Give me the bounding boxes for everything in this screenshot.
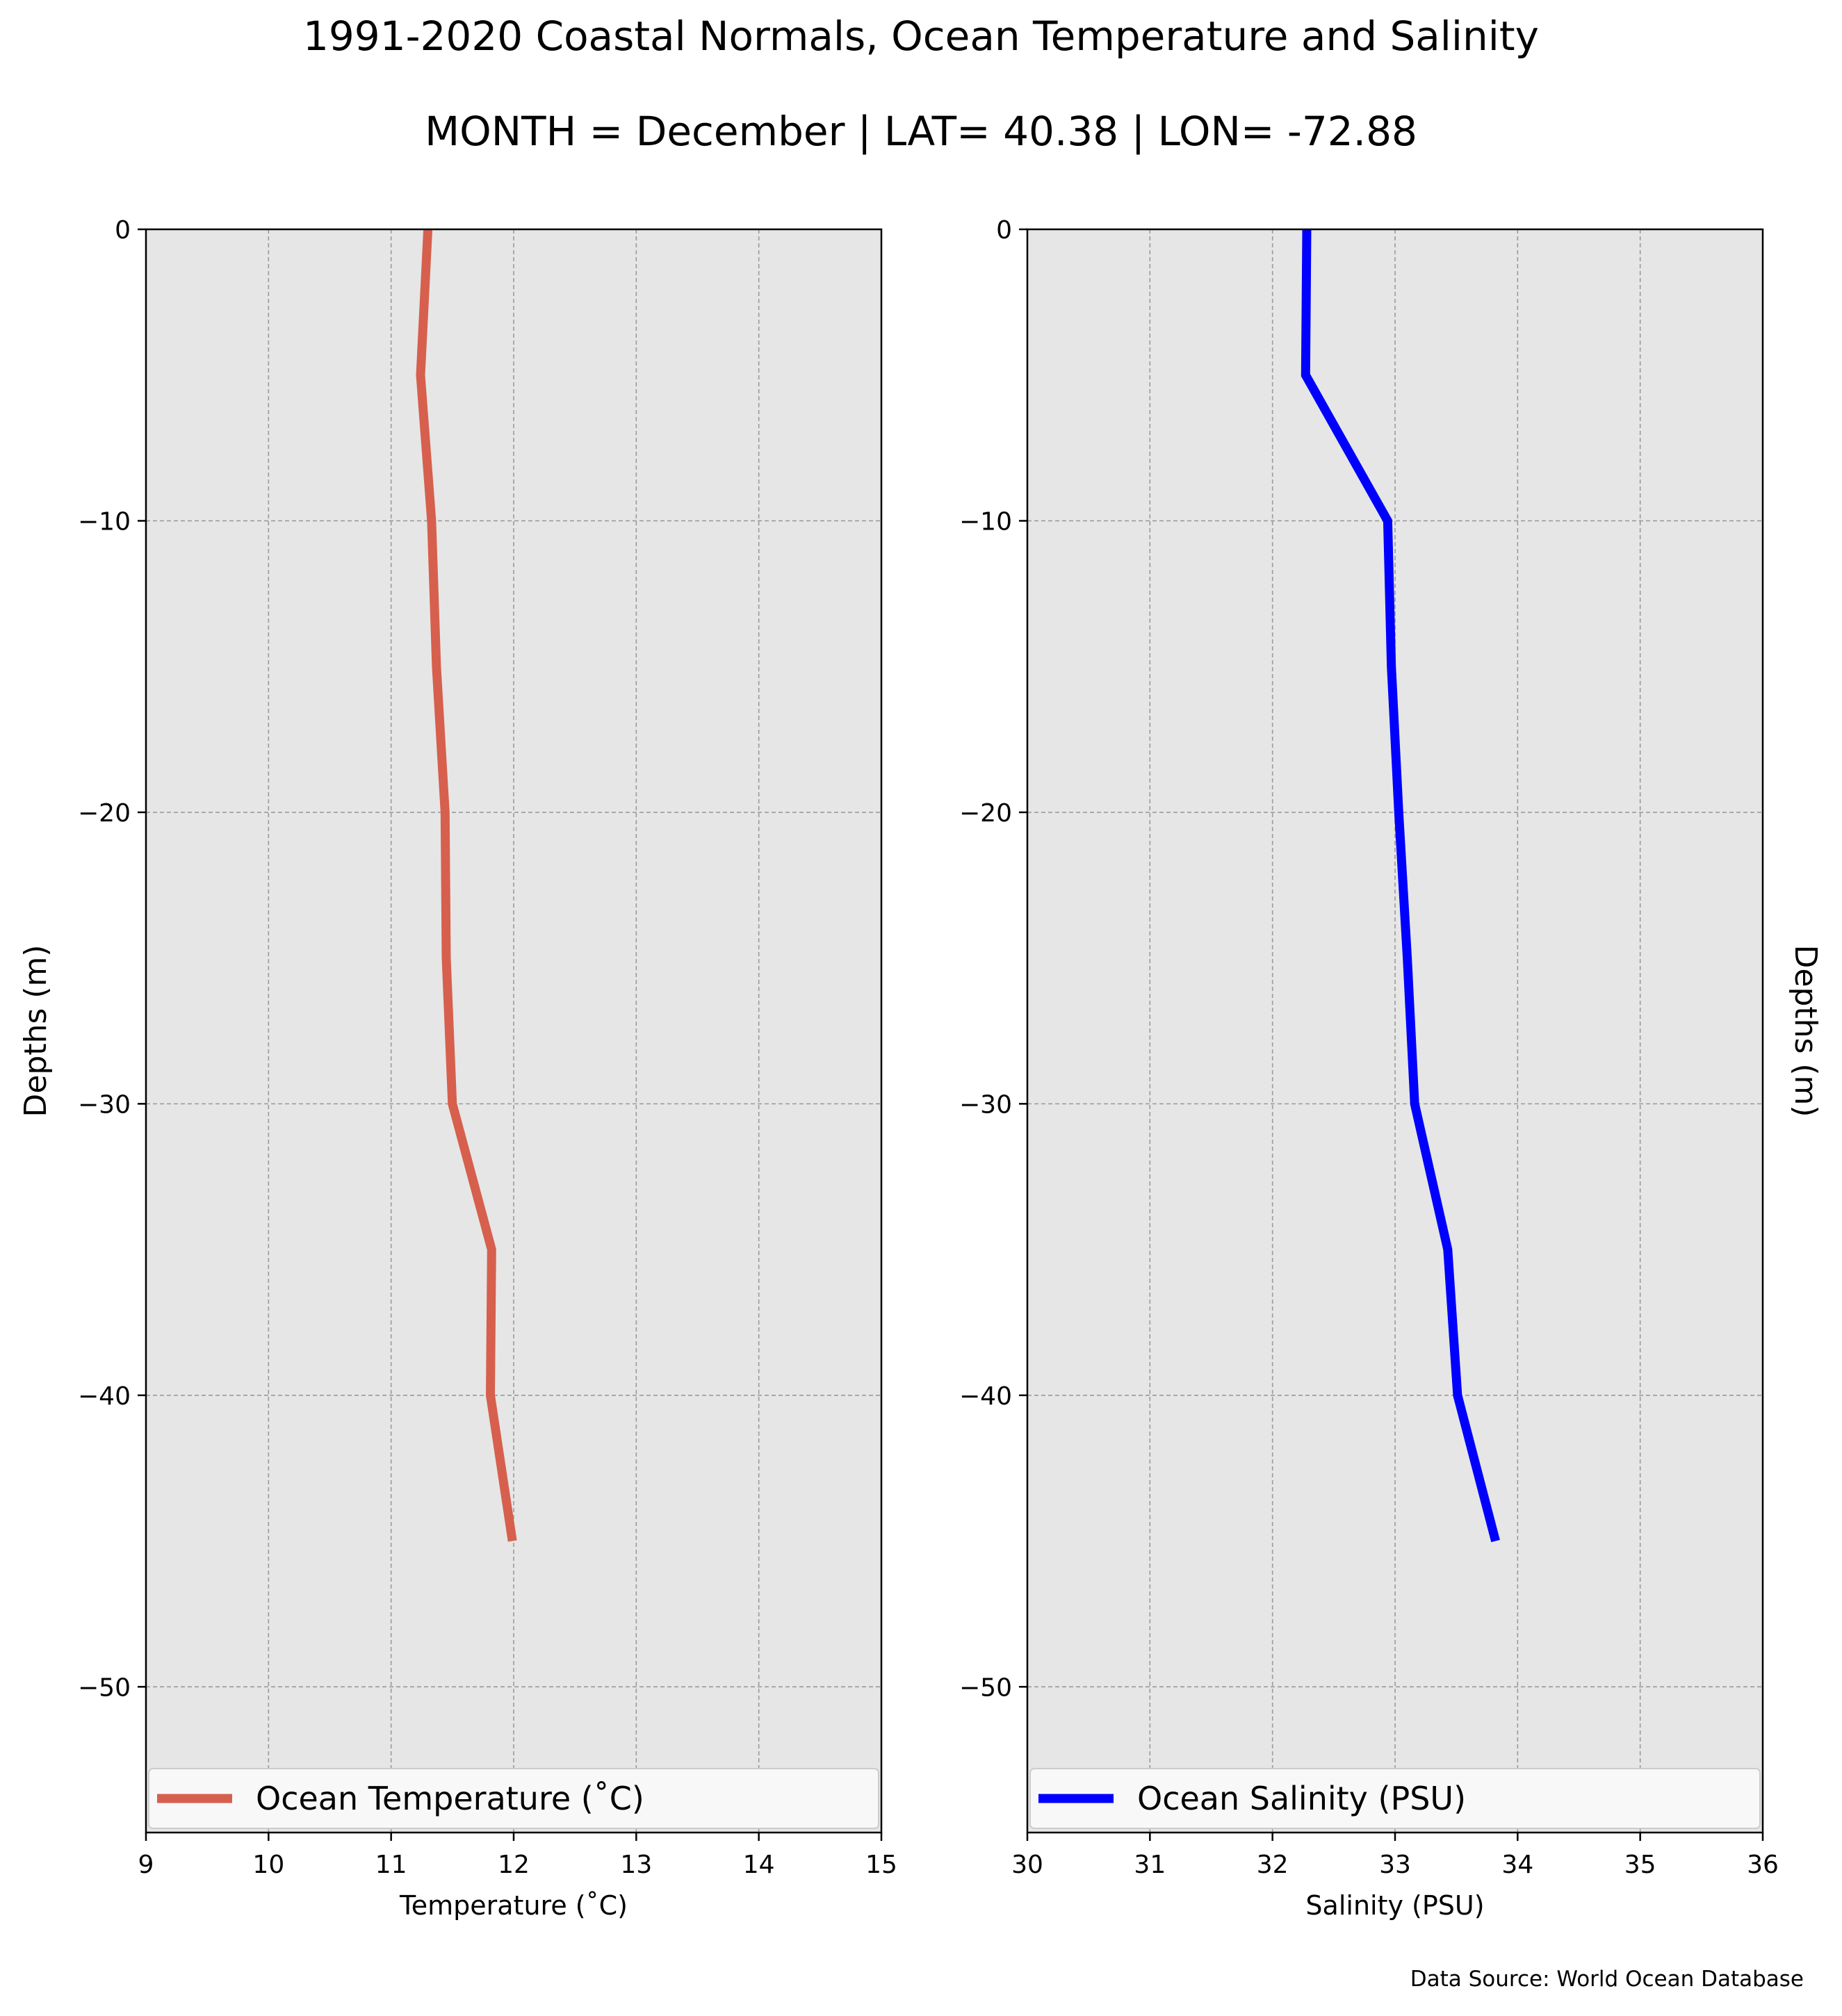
- x-axis-label: Salinity (PSU): [1305, 1890, 1484, 1921]
- legend-box: [148, 1768, 879, 1829]
- y-tick-label: −50: [959, 1673, 1012, 1702]
- y-tick-label: −20: [959, 799, 1012, 828]
- x-tick-label: 34: [1501, 1851, 1533, 1879]
- y-tick-label: 0: [996, 216, 1012, 245]
- x-tick-label: 11: [375, 1851, 407, 1879]
- y-tick-label: −10: [78, 507, 131, 536]
- y-tick-label: −20: [78, 799, 131, 828]
- x-tick-label: 31: [1134, 1851, 1166, 1879]
- x-tick-label: 14: [743, 1851, 775, 1879]
- y-tick-label: −40: [78, 1382, 131, 1411]
- x-tick-label: 13: [620, 1851, 652, 1879]
- figure-title: 1991-2020 Coastal Normals, Ocean Tempera…: [303, 13, 1539, 60]
- temperature-panel: 9 10 11 12 13 14 15 0 −10 −20 −30 −40 −50 Temperature…: [18, 216, 897, 1921]
- y-axis-label: Depths (m): [18, 944, 54, 1117]
- legend-label: Ocean Salinity (PSU): [1137, 1780, 1466, 1817]
- y-tick-label: −30: [959, 1090, 1012, 1119]
- x-tick-label: 36: [1747, 1851, 1779, 1879]
- legend-label: Ocean Temperature (˚C): [256, 1780, 644, 1817]
- y-tick-label: 0: [115, 216, 131, 245]
- y-tick-label: −40: [959, 1382, 1012, 1411]
- x-tick-label: 30: [1011, 1851, 1043, 1879]
- x-tick-label: 32: [1257, 1851, 1289, 1879]
- x-axis-label: Temperature (˚C): [399, 1890, 628, 1921]
- x-tick-label: 9: [138, 1851, 154, 1879]
- x-tick-label: 33: [1379, 1851, 1411, 1879]
- x-tick-label: 12: [498, 1851, 530, 1879]
- y-axis-label: Depths (m): [1788, 944, 1823, 1117]
- x-tick-label: 15: [865, 1851, 897, 1879]
- y-tick-label: −30: [78, 1090, 131, 1119]
- y-tick-label: −50: [78, 1673, 131, 1702]
- x-tick-label: 10: [252, 1851, 284, 1879]
- series-line: [416, 229, 517, 1542]
- series-line: [1301, 229, 1500, 1543]
- y-tick-label: −10: [959, 507, 1012, 536]
- x-tick-label: 35: [1624, 1851, 1656, 1879]
- figure-subtitle: MONTH = December | LAT= 40.38 | LON= -72…: [425, 108, 1417, 155]
- data-source-note: Data Source: World Ocean Database: [1410, 1967, 1804, 1992]
- legend-box: [1029, 1768, 1761, 1829]
- salinity-panel: 30 31 32 33 34 35 36 0 −10 −20 −30 −40 −50 Salinity (…: [959, 216, 1823, 1921]
